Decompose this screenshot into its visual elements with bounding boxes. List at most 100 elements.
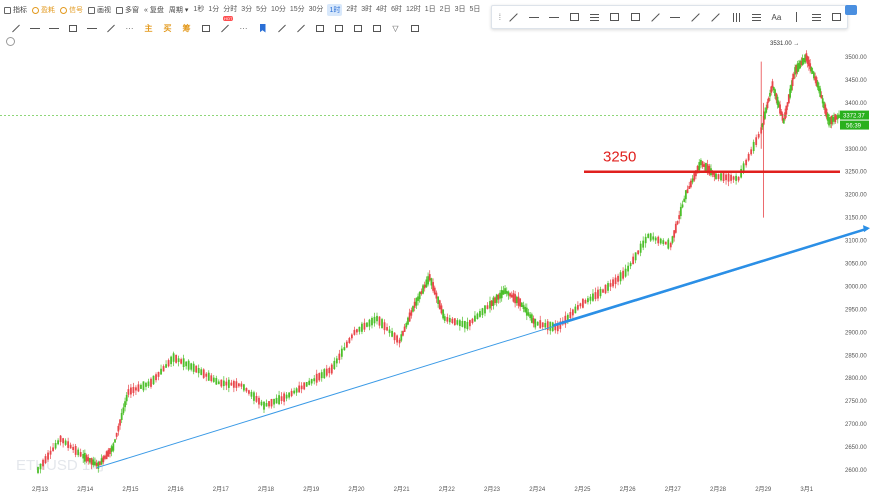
candle-body bbox=[471, 318, 474, 323]
ray-icon[interactable] bbox=[665, 7, 685, 27]
candle-body bbox=[500, 289, 503, 299]
replay-button[interactable]: « 复盘 bbox=[144, 5, 164, 15]
clipboard-icon[interactable] bbox=[329, 21, 348, 35]
candle-body bbox=[805, 53, 808, 61]
vertical-line-icon[interactable] bbox=[787, 7, 807, 27]
rectangle-tool-icon[interactable] bbox=[63, 21, 82, 35]
settings-gear-icon[interactable] bbox=[6, 37, 15, 46]
candle-body bbox=[417, 296, 419, 301]
candle-body bbox=[622, 270, 624, 279]
horizontal-ray-icon[interactable] bbox=[544, 7, 564, 27]
hot-tool-icon[interactable]: HOT bbox=[215, 16, 234, 35]
candle-body bbox=[437, 296, 440, 304]
segment-icon[interactable] bbox=[524, 7, 544, 27]
parallel-lines-icon[interactable] bbox=[585, 7, 605, 27]
ray-tool-icon[interactable] bbox=[25, 21, 44, 35]
prepare-button[interactable]: 筹 bbox=[182, 23, 191, 33]
candle-body bbox=[49, 450, 52, 455]
candle-body bbox=[566, 314, 569, 321]
main-button[interactable]: 主 bbox=[144, 23, 153, 33]
candle-body bbox=[127, 389, 130, 395]
fib-icon[interactable] bbox=[605, 7, 625, 27]
candle-body bbox=[202, 369, 205, 378]
candle-body bbox=[345, 341, 348, 348]
grip-icon[interactable]: ⁞ bbox=[498, 12, 502, 22]
timeframe-11[interactable]: 4时 bbox=[376, 6, 388, 13]
candle-body bbox=[288, 392, 291, 398]
candle-body bbox=[340, 348, 343, 357]
timeframe-4[interactable]: 5分 bbox=[256, 6, 268, 13]
candle-body bbox=[519, 298, 522, 307]
price-range-icon[interactable] bbox=[807, 7, 827, 27]
candle-body bbox=[808, 59, 810, 67]
candle-body bbox=[205, 373, 208, 377]
timeframe-1[interactable]: 1分 bbox=[208, 6, 220, 13]
copy-icon[interactable] bbox=[196, 21, 215, 35]
candle-body bbox=[461, 321, 464, 327]
candle-body bbox=[708, 165, 711, 175]
magnet-icon[interactable] bbox=[367, 21, 386, 35]
candle-body bbox=[74, 445, 77, 455]
lines-tool-icon[interactable] bbox=[82, 21, 101, 35]
candle-body bbox=[265, 403, 268, 407]
candle-body bbox=[510, 294, 513, 298]
ruler-icon[interactable] bbox=[310, 21, 329, 35]
candle-body bbox=[371, 317, 373, 326]
timeframe-12[interactable]: 6时 bbox=[391, 6, 402, 13]
candle-body bbox=[363, 322, 366, 330]
candle-body bbox=[99, 461, 101, 466]
candle-body bbox=[495, 294, 498, 303]
more-icon[interactable]: ··· bbox=[125, 23, 134, 33]
candle-body bbox=[335, 358, 338, 364]
timeframe-10[interactable]: 3时 bbox=[361, 6, 373, 13]
timeframe-16[interactable]: 3日 bbox=[454, 6, 466, 13]
channel-icon[interactable] bbox=[625, 7, 645, 27]
candle-body bbox=[44, 456, 47, 464]
candle-body bbox=[576, 305, 579, 310]
horizontal-line-icon[interactable] bbox=[44, 21, 63, 35]
timeframe-17[interactable]: 5日 bbox=[469, 6, 481, 13]
candle-body bbox=[82, 453, 85, 459]
candle-body bbox=[779, 104, 781, 114]
candle-body bbox=[100, 458, 103, 465]
timeframe-6[interactable]: 15分 bbox=[289, 6, 305, 13]
timeframe-3[interactable]: 3分 bbox=[241, 6, 253, 13]
timeframe-5[interactable]: 10分 bbox=[271, 6, 286, 13]
panel-toggle-button[interactable] bbox=[845, 5, 857, 15]
timeframe-2[interactable]: 分时 bbox=[223, 6, 238, 13]
timeframe-15[interactable]: 2日 bbox=[439, 6, 451, 13]
candle-body bbox=[290, 390, 293, 397]
timeframe-13[interactable]: 12时 bbox=[405, 6, 421, 13]
more-icon-2[interactable]: ··· bbox=[239, 23, 248, 33]
timeframe-7[interactable]: 30分 bbox=[308, 6, 324, 13]
candle-body bbox=[735, 175, 737, 181]
candle-body bbox=[825, 108, 828, 118]
candle-body bbox=[715, 173, 717, 180]
date-range-icon[interactable] bbox=[827, 7, 847, 27]
filter-icon[interactable]: ▽ bbox=[392, 23, 399, 33]
gold-button[interactable]: 盈耗 bbox=[32, 5, 55, 15]
trash-icon[interactable] bbox=[405, 21, 424, 35]
bookmark-icon[interactable] bbox=[253, 21, 272, 35]
cycle-dropdown[interactable]: 周期 ▾ bbox=[169, 5, 189, 15]
hlines-icon[interactable] bbox=[746, 7, 766, 27]
indicators-button[interactable]: 指标 bbox=[4, 5, 27, 15]
timeframe-9[interactable]: 2时 bbox=[346, 6, 358, 13]
multi-window-button[interactable]: 多窗 bbox=[116, 5, 139, 15]
signal-button[interactable]: 信号 bbox=[60, 5, 83, 15]
text-tool-icon[interactable]: Aa bbox=[771, 12, 782, 22]
candle-body bbox=[834, 114, 837, 123]
y-tick-label: 2650.00 bbox=[845, 445, 867, 451]
image-icon[interactable] bbox=[348, 21, 367, 35]
timeframe-14[interactable]: 1日 bbox=[424, 6, 436, 13]
candle-body bbox=[664, 241, 667, 245]
buy-button[interactable]: 买 bbox=[163, 23, 172, 33]
rectangle-icon[interactable] bbox=[564, 7, 584, 27]
timeframe-8[interactable]: 1时 bbox=[327, 4, 343, 16]
candle-body bbox=[207, 372, 210, 381]
candle-body bbox=[659, 238, 662, 244]
candle-body bbox=[667, 239, 670, 249]
timeframe-0[interactable]: 1秒 bbox=[193, 6, 205, 13]
layout-button[interactable]: 画视 bbox=[88, 5, 111, 15]
